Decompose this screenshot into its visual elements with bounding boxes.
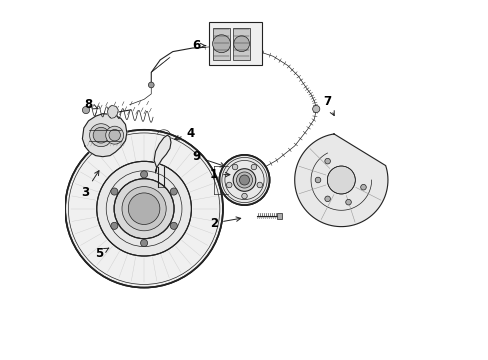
- Circle shape: [170, 188, 177, 195]
- Circle shape: [219, 155, 269, 205]
- Text: 5: 5: [95, 247, 108, 260]
- Circle shape: [82, 107, 89, 114]
- Circle shape: [109, 130, 120, 141]
- Circle shape: [89, 124, 112, 147]
- Polygon shape: [294, 134, 387, 226]
- Circle shape: [122, 186, 166, 231]
- Text: 9: 9: [192, 150, 224, 167]
- Text: 4: 4: [174, 127, 194, 140]
- Polygon shape: [65, 130, 223, 288]
- Circle shape: [239, 175, 249, 185]
- Bar: [233, 28, 250, 60]
- Polygon shape: [107, 105, 118, 118]
- Circle shape: [212, 35, 230, 53]
- Bar: [276, 213, 282, 219]
- Circle shape: [324, 158, 330, 164]
- Polygon shape: [154, 135, 171, 173]
- Circle shape: [105, 126, 123, 144]
- Circle shape: [148, 82, 154, 88]
- Circle shape: [232, 164, 237, 170]
- Circle shape: [97, 161, 191, 256]
- Circle shape: [111, 188, 118, 195]
- Circle shape: [360, 184, 366, 190]
- Circle shape: [93, 127, 109, 143]
- Circle shape: [233, 36, 249, 51]
- Text: 1: 1: [209, 168, 229, 181]
- Circle shape: [140, 171, 147, 178]
- Bar: [212, 28, 230, 60]
- Circle shape: [326, 166, 355, 194]
- Circle shape: [170, 222, 177, 229]
- Text: 2: 2: [209, 216, 240, 230]
- Text: 7: 7: [322, 95, 333, 116]
- Text: 6: 6: [192, 39, 205, 52]
- Circle shape: [111, 222, 118, 229]
- Text: 8: 8: [84, 98, 98, 111]
- Circle shape: [233, 169, 255, 191]
- Circle shape: [140, 239, 147, 247]
- Bar: [208, 22, 262, 65]
- Circle shape: [315, 177, 320, 183]
- Circle shape: [345, 199, 350, 205]
- Circle shape: [241, 193, 247, 199]
- Circle shape: [226, 182, 231, 188]
- Circle shape: [128, 193, 160, 225]
- Circle shape: [114, 179, 174, 239]
- Circle shape: [236, 172, 252, 188]
- Text: 3: 3: [81, 171, 99, 199]
- Polygon shape: [82, 114, 126, 157]
- Circle shape: [312, 105, 319, 113]
- Circle shape: [251, 164, 256, 170]
- Circle shape: [257, 182, 262, 188]
- Circle shape: [324, 196, 330, 202]
